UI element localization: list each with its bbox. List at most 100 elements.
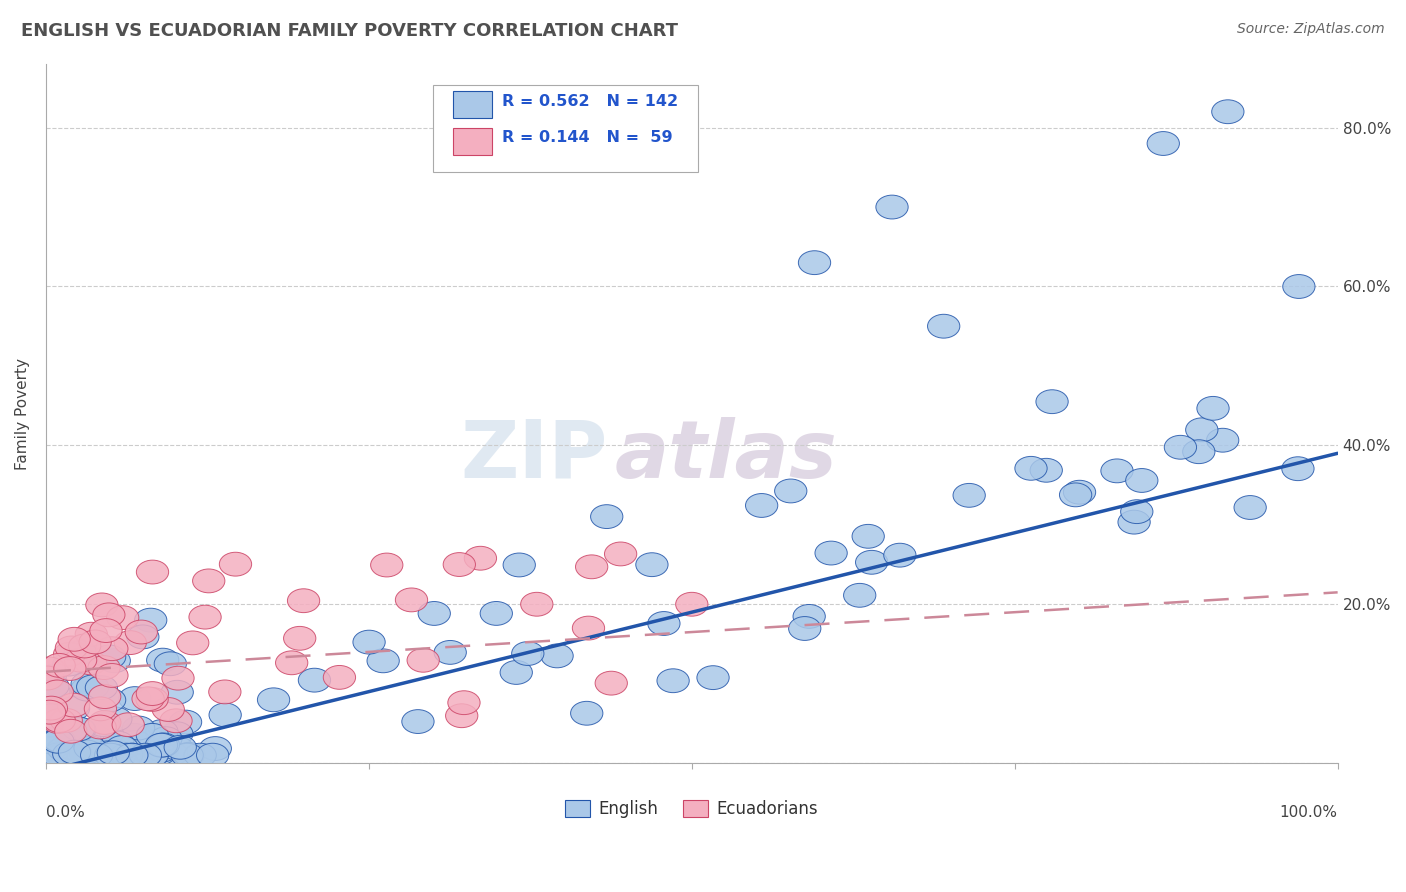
Ellipse shape [298,668,330,692]
Ellipse shape [1147,132,1180,155]
Ellipse shape [69,728,101,752]
Ellipse shape [115,743,148,767]
Ellipse shape [52,652,84,676]
Ellipse shape [156,742,188,765]
Ellipse shape [77,743,110,767]
Ellipse shape [129,743,162,767]
Ellipse shape [146,738,179,762]
Ellipse shape [200,737,232,761]
Ellipse shape [53,642,86,666]
Ellipse shape [219,552,252,576]
Ellipse shape [745,493,778,517]
Ellipse shape [37,731,69,755]
Ellipse shape [58,697,90,721]
Ellipse shape [98,739,131,763]
Ellipse shape [188,606,221,629]
Ellipse shape [1031,458,1063,483]
Ellipse shape [136,681,169,706]
Ellipse shape [115,743,148,767]
Ellipse shape [34,657,66,681]
Ellipse shape [118,687,150,711]
Ellipse shape [257,688,290,712]
Ellipse shape [86,743,118,767]
Ellipse shape [160,736,193,760]
Ellipse shape [367,648,399,673]
Ellipse shape [66,731,98,755]
Ellipse shape [51,708,83,732]
Ellipse shape [62,717,94,741]
Ellipse shape [953,483,986,508]
Ellipse shape [1101,459,1133,483]
Ellipse shape [789,616,821,640]
Ellipse shape [155,652,187,675]
Ellipse shape [1197,396,1229,420]
Ellipse shape [464,546,496,570]
Ellipse shape [605,542,637,566]
Ellipse shape [98,648,131,673]
Ellipse shape [70,743,103,767]
Ellipse shape [402,710,434,733]
Ellipse shape [107,606,139,630]
Ellipse shape [446,704,478,728]
Ellipse shape [63,721,96,745]
Ellipse shape [65,648,97,672]
Text: Source: ZipAtlas.com: Source: ZipAtlas.com [1237,22,1385,37]
Ellipse shape [1185,417,1218,442]
Ellipse shape [572,616,605,640]
Ellipse shape [69,634,101,658]
Ellipse shape [136,560,169,584]
Ellipse shape [42,743,75,767]
Ellipse shape [90,619,122,642]
Ellipse shape [56,723,89,747]
Text: 0.0%: 0.0% [46,805,84,820]
Ellipse shape [75,743,105,767]
Ellipse shape [84,715,117,739]
Ellipse shape [1282,457,1315,481]
Ellipse shape [512,641,544,665]
Ellipse shape [136,743,169,767]
Text: R = 0.562   N = 142: R = 0.562 N = 142 [502,95,678,109]
Ellipse shape [44,654,76,677]
Ellipse shape [1234,496,1267,519]
Ellipse shape [75,623,107,646]
Text: ENGLISH VS ECUADORIAN FAMILY POVERTY CORRELATION CHART: ENGLISH VS ECUADORIAN FAMILY POVERTY COR… [21,22,678,40]
Ellipse shape [165,735,197,759]
Ellipse shape [575,555,607,579]
Ellipse shape [101,731,134,755]
Ellipse shape [35,728,67,752]
Ellipse shape [520,592,553,616]
Ellipse shape [35,696,67,720]
Ellipse shape [799,251,831,275]
Ellipse shape [108,730,141,754]
Ellipse shape [52,742,84,766]
Ellipse shape [34,700,66,724]
Y-axis label: Family Poverty: Family Poverty [15,358,30,469]
Ellipse shape [86,676,118,699]
FancyBboxPatch shape [453,128,492,155]
Ellipse shape [876,195,908,219]
Ellipse shape [323,665,356,690]
Ellipse shape [89,711,121,734]
Ellipse shape [58,693,90,717]
Ellipse shape [143,741,176,765]
Ellipse shape [35,743,67,767]
Ellipse shape [104,743,136,767]
Ellipse shape [648,612,681,635]
Ellipse shape [676,592,709,616]
Ellipse shape [193,569,225,593]
Ellipse shape [152,698,184,722]
Ellipse shape [82,743,114,767]
Ellipse shape [42,710,75,733]
Ellipse shape [136,723,169,747]
Ellipse shape [135,608,167,632]
Ellipse shape [112,713,145,737]
Ellipse shape [146,720,179,743]
Ellipse shape [1121,500,1153,524]
Ellipse shape [58,743,90,767]
Ellipse shape [1063,480,1095,504]
Text: ZIP: ZIP [461,417,607,494]
Ellipse shape [160,722,193,746]
Ellipse shape [58,627,90,651]
Ellipse shape [38,680,70,704]
Ellipse shape [209,703,242,727]
